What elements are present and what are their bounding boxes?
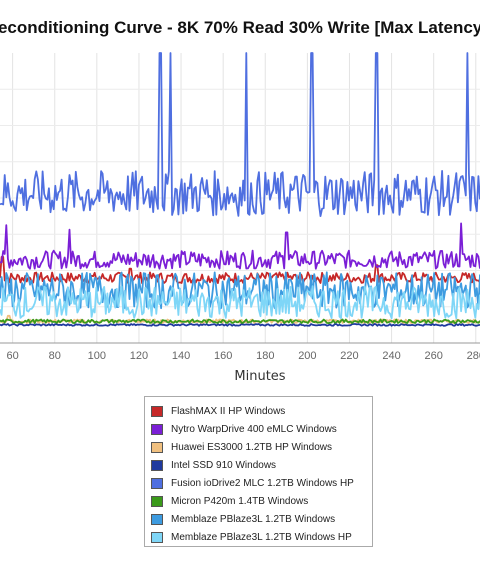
legend-swatch (151, 423, 163, 435)
x-tick-label: 160 (214, 350, 232, 362)
legend-label: Fusion ioDrive2 MLC 1.2TB Windows HP (171, 477, 354, 489)
x-tick-label: 140 (172, 350, 190, 362)
legend-label: Nytro WarpDrive 400 eMLC Windows (171, 423, 337, 435)
x-tick-label: 200 (298, 350, 316, 362)
legend-item[interactable]: Nytro WarpDrive 400 eMLC Windows (145, 420, 372, 438)
x-axis-label: Minutes (234, 369, 286, 384)
series-line-1 (0, 222, 480, 270)
x-tick-label: 220 (340, 350, 358, 362)
x-tick-label: 280 (467, 350, 480, 362)
x-tick-label: 120 (130, 350, 148, 362)
x-tick-label: 100 (88, 350, 106, 362)
legend-swatch (151, 441, 163, 453)
series-line-7 (0, 285, 480, 320)
legend-label: FlashMAX II HP Windows (171, 405, 286, 417)
series-line-4 (0, 52, 480, 218)
series-line-3 (0, 323, 480, 327)
legend-item[interactable]: Intel SSD 910 Windows (145, 456, 372, 474)
legend-label: Memblaze PBlaze3L 1.2TB Windows (171, 513, 336, 525)
legend-swatch (151, 477, 163, 489)
legend-swatch (151, 513, 163, 525)
legend-label: Intel SSD 910 Windows (171, 459, 277, 471)
legend-label: Memblaze PBlaze3L 1.2TB Windows HP (171, 531, 352, 543)
legend-label: Micron P420m 1.4TB Windows (171, 495, 309, 507)
chart-plot-area: 60 80 100 120 140 160 180 200 220 240 260 280 (0, 52, 480, 362)
chart-title: Preconditioning Curve - 8K 70% Read 30% … (0, 18, 480, 37)
series-line-0 (0, 255, 480, 285)
legend-swatch (151, 495, 163, 507)
series-line-5 (0, 318, 480, 325)
legend-item[interactable]: Huawei ES3000 1.2TB HP Windows (145, 438, 372, 456)
x-tick-label: 60 (7, 350, 19, 362)
legend-item[interactable]: FlashMAX II HP Windows (145, 402, 372, 420)
legend-item[interactable]: Memblaze PBlaze3L 1.2TB Windows (145, 510, 372, 528)
x-tick-label: 180 (256, 350, 274, 362)
legend-swatch (151, 531, 163, 543)
x-tick-label: 240 (382, 350, 400, 362)
legend-item[interactable]: Memblaze PBlaze3L 1.2TB Windows HP (145, 528, 372, 546)
legend-item[interactable]: Micron P420m 1.4TB Windows (145, 492, 372, 510)
legend-swatch (151, 405, 163, 417)
legend-item[interactable]: Fusion ioDrive2 MLC 1.2TB Windows HP (145, 474, 372, 492)
legend: FlashMAX II HP Windows Nytro WarpDrive 40… (144, 396, 373, 547)
x-tick-label: 80 (49, 350, 61, 362)
x-tick-label: 260 (425, 350, 443, 362)
legend-swatch (151, 459, 163, 471)
legend-label: Huawei ES3000 1.2TB HP Windows (171, 441, 333, 453)
